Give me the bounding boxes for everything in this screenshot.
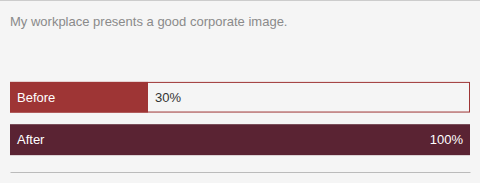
- title: My workplace presents a good corporate i…: [10, 14, 287, 29]
- bar: [10, 82, 148, 113]
- x-axis-line: [11, 172, 471, 173]
- data-label: 100%: [430, 132, 464, 147]
- x-axis: [11, 172, 471, 173]
- background: [0, 0, 480, 183]
- category-label: Before: [17, 90, 55, 105]
- category-label: After: [17, 132, 45, 147]
- top-border: [0, 0, 480, 1]
- labels: Before After 30% 100%: [17, 90, 463, 148]
- bar-track: [11, 125, 470, 155]
- bar: [10, 124, 470, 155]
- plot-area: [10, 82, 470, 155]
- bar-track: [11, 82, 470, 112]
- chart: My workplace presents a good corporate i…: [0, 0, 480, 183]
- data-label: 30%: [155, 90, 181, 105]
